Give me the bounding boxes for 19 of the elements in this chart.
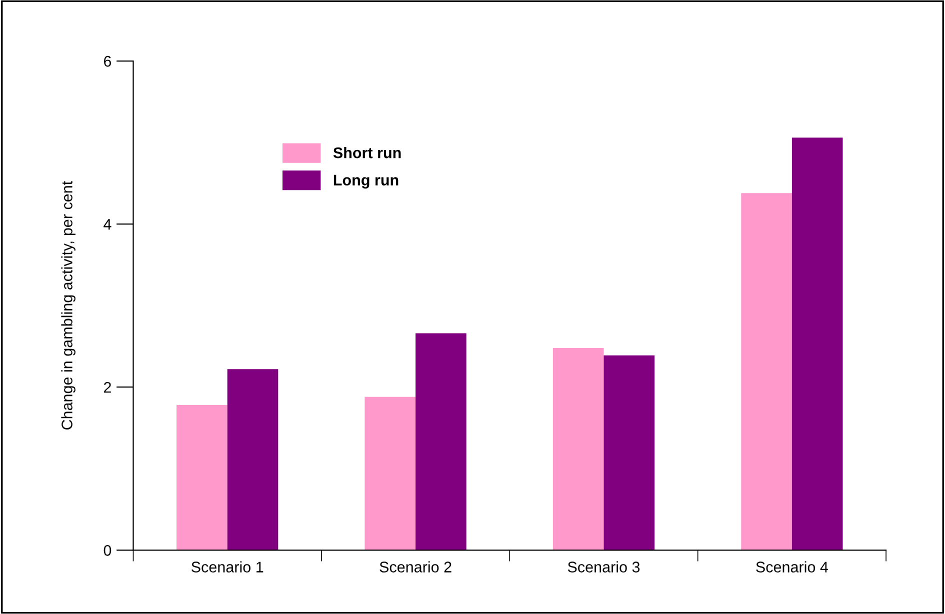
x-tick-label: Scenario 2 xyxy=(380,561,452,572)
y-tick-label: 0 xyxy=(104,545,112,556)
x-tick-label: Scenario 1 xyxy=(192,561,264,572)
bar xyxy=(227,369,278,550)
y-tick-label: 6 xyxy=(104,56,112,67)
y-tick-label: 2 xyxy=(104,382,111,393)
legend-label: Long run xyxy=(334,174,398,189)
legend-label: Short run xyxy=(333,147,401,158)
bar xyxy=(176,405,228,550)
x-tick-label: Scenario 4 xyxy=(756,561,828,572)
x-tick-label: Scenario 3 xyxy=(568,561,640,572)
y-axis-title: Change in gambling activity, per cent xyxy=(61,180,76,430)
bar xyxy=(416,333,466,550)
bar xyxy=(552,348,604,550)
bar xyxy=(364,396,416,550)
bar xyxy=(604,355,655,550)
y-tick-label: 4 xyxy=(104,219,112,230)
bar xyxy=(792,138,843,550)
bar xyxy=(741,193,792,550)
